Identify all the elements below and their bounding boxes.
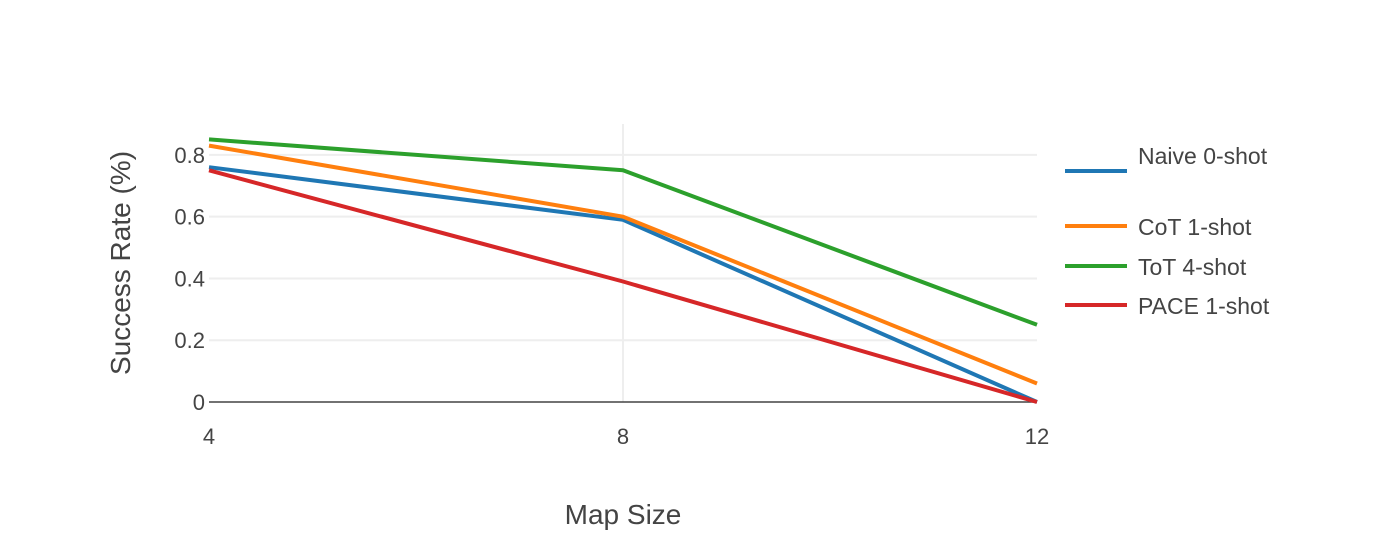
y-tick-label: 0.6: [174, 205, 205, 230]
x-axis-title: Map Size: [565, 499, 682, 530]
y-axis-title: Success Rate (%): [105, 151, 136, 375]
legend-entry-label: ToT 4-shot: [1138, 254, 1247, 280]
series-line-1: [208, 165, 1038, 404]
x-tick-label: 12: [1025, 424, 1049, 449]
x-tick-labels: 4 8 12: [203, 424, 1049, 449]
y-tick-label: 0.8: [174, 143, 205, 168]
legend-entry-label: PACE 1-shot: [1138, 293, 1270, 319]
series-line-2: [208, 143, 1038, 386]
y-tick-labels: 0 0.2 0.4 0.6 0.8: [174, 143, 205, 415]
y-tick-label: 0: [193, 390, 205, 415]
legend: Naive 0-shot CoT 1-shot ToT 4-shot PACE 1-s…: [1065, 143, 1270, 319]
y-tick-label: 0.4: [174, 266, 205, 291]
series-line-3: [208, 137, 1038, 327]
legend-entry-label: Naive 0-shot: [1138, 143, 1268, 169]
series-lines: [208, 137, 1038, 404]
series-line-4: [208, 168, 1038, 404]
x-tick-label: 8: [617, 424, 629, 449]
x-tick-label: 4: [203, 424, 215, 449]
legend-entry-label: CoT 1-shot: [1138, 214, 1252, 240]
y-tick-label: 0.2: [174, 328, 205, 353]
